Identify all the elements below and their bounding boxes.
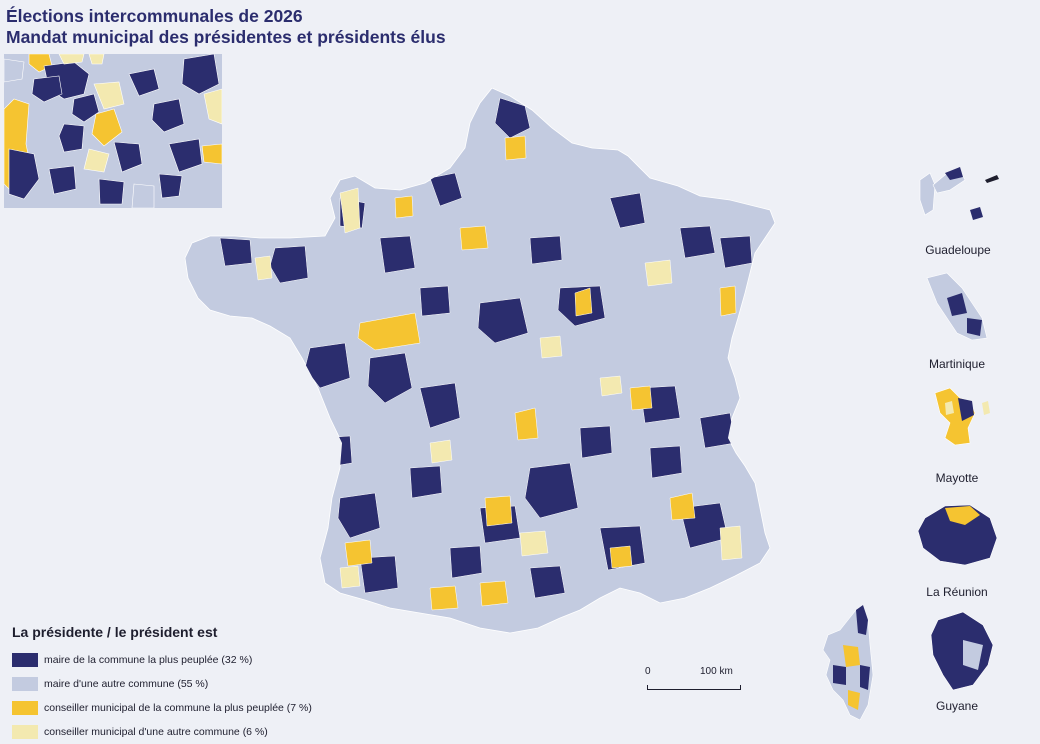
corsica-map[interactable] bbox=[818, 604, 878, 725]
mayotte-map[interactable] bbox=[930, 383, 995, 458]
label-mayotte: Mayotte bbox=[935, 471, 979, 485]
reunion-map[interactable] bbox=[915, 503, 1000, 573]
legend-item: maire de la commune la plus peuplée (32 … bbox=[12, 648, 312, 672]
legend-swatch-pale bbox=[12, 725, 38, 739]
title-line-1: Élections intercommunales de 2026 bbox=[6, 6, 303, 26]
map-title: Élections intercommunales de 2026 Mandat… bbox=[6, 6, 446, 48]
title-line-2: Mandat municipal des présidentes et prés… bbox=[6, 27, 446, 47]
legend-label: conseiller municipal d'une autre commune… bbox=[44, 726, 268, 738]
legend-label: conseiller municipal de la commune la pl… bbox=[44, 702, 312, 714]
mainland-france-map[interactable] bbox=[180, 87, 790, 653]
scale-bar: 0 100 km bbox=[645, 666, 745, 696]
legend-item: maire d'une autre commune (55 %) bbox=[12, 672, 312, 696]
guadeloupe-map[interactable] bbox=[915, 165, 1000, 235]
martinique-map[interactable] bbox=[922, 268, 997, 353]
label-guadeloupe: Guadeloupe bbox=[925, 243, 991, 257]
label-martinique: Martinique bbox=[928, 357, 986, 371]
guyane-map[interactable] bbox=[928, 610, 998, 700]
scale-start-label: 0 bbox=[645, 666, 651, 677]
legend-swatch-light bbox=[12, 677, 38, 691]
legend: La présidente / le président est maire d… bbox=[12, 624, 312, 744]
scale-end-label: 100 km bbox=[700, 666, 733, 677]
legend-swatch-navy bbox=[12, 653, 38, 667]
legend-label: maire d'une autre commune (55 %) bbox=[44, 678, 209, 690]
label-reunion: La Réunion bbox=[926, 585, 988, 599]
label-guyane: Guyane bbox=[935, 699, 979, 713]
legend-title: La présidente / le président est bbox=[12, 624, 218, 640]
legend-item: conseiller municipal d'une autre commune… bbox=[12, 720, 312, 744]
scale-line bbox=[647, 685, 741, 690]
paris-inset-map[interactable] bbox=[4, 54, 222, 208]
legend-label: maire de la commune la plus peuplée (32 … bbox=[44, 654, 253, 666]
legend-item: conseiller municipal de la commune la pl… bbox=[12, 696, 312, 720]
legend-swatch-yellow bbox=[12, 701, 38, 715]
